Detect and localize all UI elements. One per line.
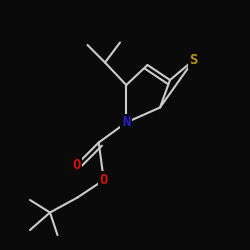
Text: O: O (100, 173, 108, 187)
Text: N: N (122, 116, 130, 130)
Text: O: O (72, 158, 80, 172)
Text: S: S (190, 53, 198, 67)
